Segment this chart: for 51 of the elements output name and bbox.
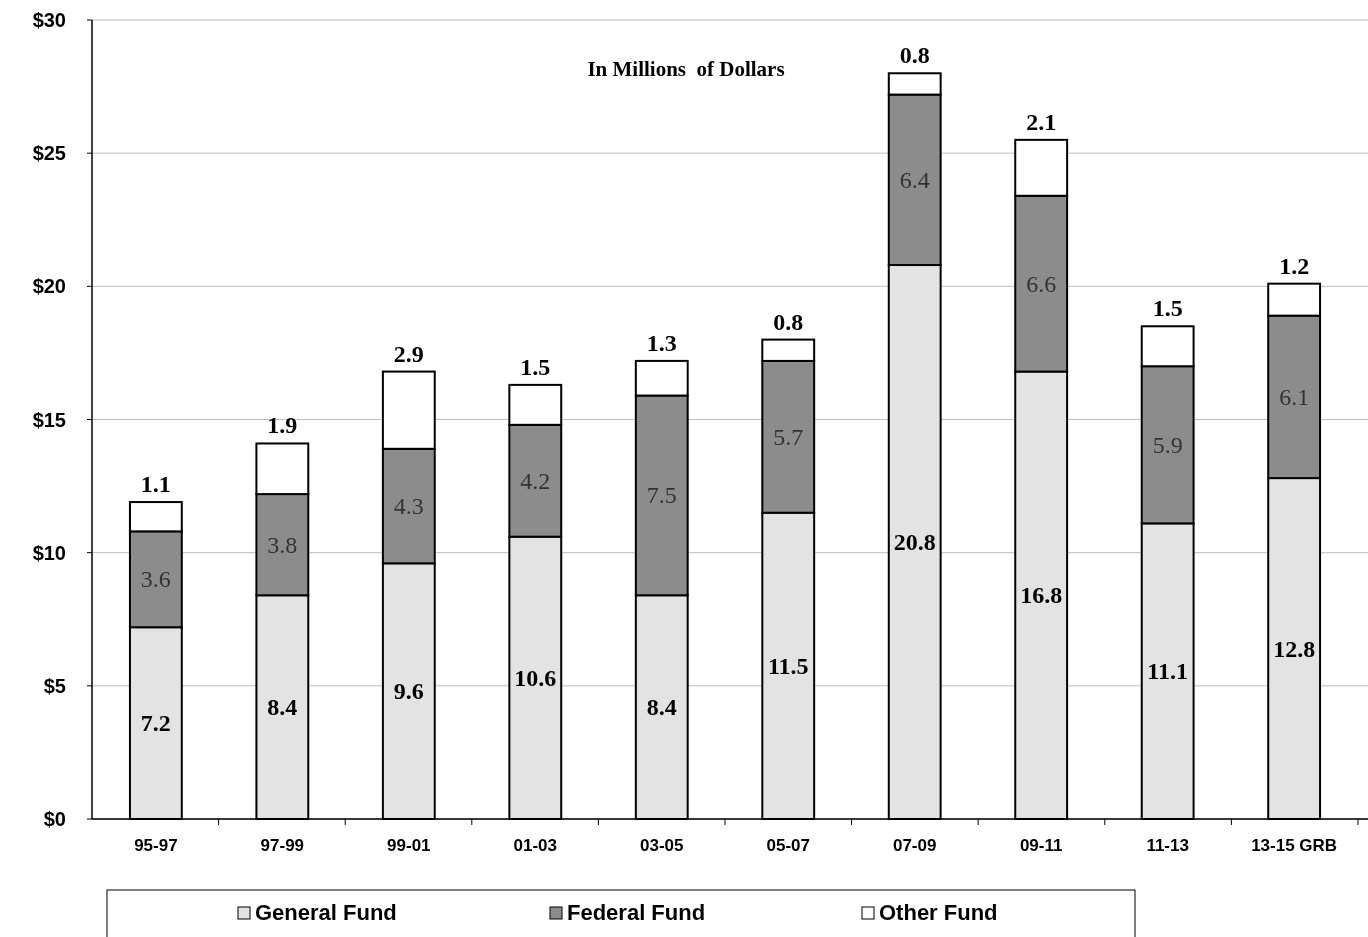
data-label: 5.9 <box>1152 431 1183 458</box>
data-label: 7.5 <box>646 482 677 509</box>
y-tick-label: $15 <box>32 408 66 431</box>
data-label: 7.2 <box>140 710 171 737</box>
x-tick-label: 97-99 <box>260 836 305 855</box>
data-label: 1.2 <box>1279 252 1310 279</box>
data-label: 1.5 <box>520 353 551 380</box>
x-tick-label: 05-07 <box>766 836 810 855</box>
x-tick-label: 07-09 <box>892 836 937 855</box>
data-label: 8.4 <box>267 694 298 721</box>
data-label: 4.2 <box>520 467 551 494</box>
data-label: 1.3 <box>646 329 677 356</box>
data-label: 11.5 <box>767 652 809 679</box>
x-tick-label: 09-11 <box>1019 836 1063 855</box>
data-label: 5.7 <box>773 423 804 450</box>
y-tick-label: $20 <box>32 275 66 298</box>
x-tick-label: 95-97 <box>134 836 178 855</box>
legend-label: General Fund <box>255 900 397 925</box>
y-tick-label: $0 <box>43 808 66 830</box>
data-label: 6.4 <box>899 166 930 193</box>
x-tick-label: 11-13 <box>1146 836 1189 855</box>
legend-label: Federal Fund <box>567 900 706 925</box>
data-label: 1.5 <box>1152 295 1183 322</box>
x-tick-label: 03-05 <box>640 836 684 855</box>
y-tick-label: $5 <box>43 674 66 697</box>
legend-label: Other Fund <box>879 900 998 925</box>
data-label: 3.8 <box>267 531 298 558</box>
data-label: 0.8 <box>899 42 930 69</box>
data-label: 9.6 <box>393 678 424 705</box>
x-tick-label: 99-01 <box>387 836 431 855</box>
data-label: 3.6 <box>140 566 171 593</box>
text: In Millions of Dollars <box>587 57 785 81</box>
data-label: 6.6 <box>1026 270 1057 297</box>
y-tick-label: $10 <box>32 541 66 564</box>
y-tick-label: $25 <box>32 142 66 165</box>
data-label: 12.8 <box>1273 635 1316 662</box>
data-label: 4.3 <box>393 493 424 520</box>
data-label: 2.1 <box>1026 108 1057 135</box>
data-label: 16.8 <box>1020 582 1063 609</box>
data-label: 6.1 <box>1279 383 1310 410</box>
data-label: 20.8 <box>893 529 936 556</box>
y-tick-label: $30 <box>32 9 66 31</box>
data-label: 1.1 <box>140 471 171 498</box>
data-label: 10.6 <box>514 664 557 691</box>
data-label: 11.1 <box>1147 658 1188 685</box>
x-tick-label: 01-03 <box>513 836 558 855</box>
data-label: 1.9 <box>267 412 298 439</box>
data-label: 0.8 <box>773 308 804 335</box>
x-tick-label: 13-15 GRB <box>1251 836 1338 855</box>
data-label: 2.9 <box>393 340 424 367</box>
data-label: 8.4 <box>646 694 677 721</box>
